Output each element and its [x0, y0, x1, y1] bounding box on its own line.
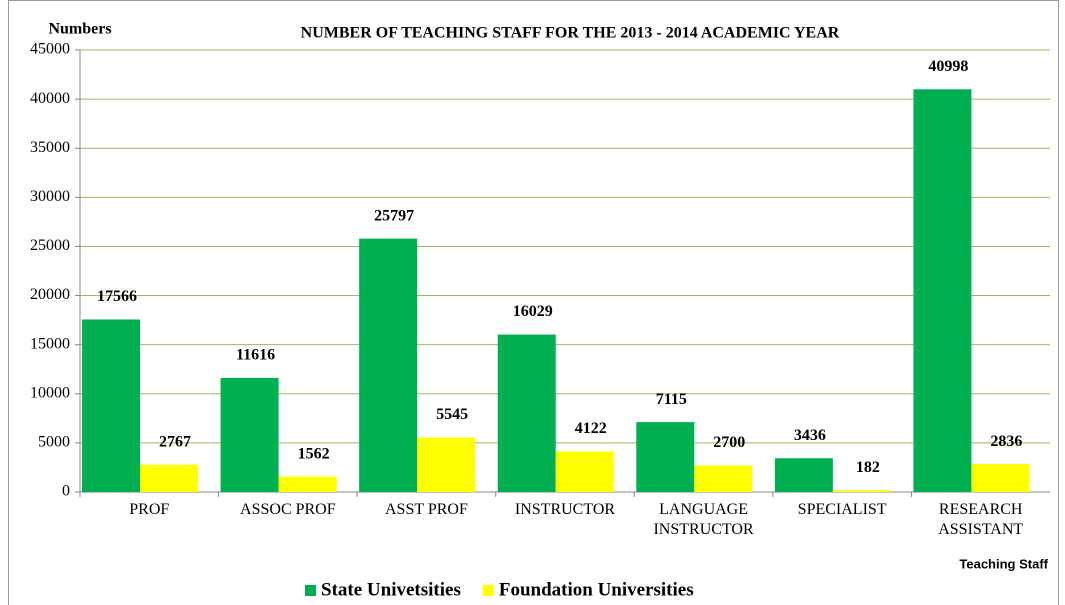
x-tick-label: ASST PROF: [384, 501, 468, 518]
legend-label: State Univetsities: [321, 579, 461, 600]
value-label: 4122: [575, 420, 607, 437]
y-tick-label: 5000: [38, 434, 70, 451]
x-tick-label: ASSOC PROF: [240, 501, 336, 518]
y-tick-label: 45000: [30, 41, 70, 58]
chart-title: NUMBER OF TEACHING STAFF FOR THE 2013 - …: [301, 25, 840, 42]
bar: [555, 451, 614, 492]
x-tick-label: INSTRUCTOR: [514, 501, 616, 518]
value-label: 2767: [159, 433, 191, 450]
legend-swatch: [482, 585, 494, 596]
value-label: 7115: [656, 391, 687, 408]
value-label: 40998: [928, 58, 968, 75]
legend-label: Foundation Universities: [499, 579, 694, 600]
x-axis-label: Teaching Staff: [959, 556, 1048, 571]
y-tick-label: 20000: [30, 286, 70, 303]
bar: [359, 238, 418, 492]
bar: [694, 465, 753, 492]
bar: [278, 476, 337, 492]
value-label: 2700: [713, 434, 745, 451]
y-tick-label: 35000: [30, 139, 70, 156]
y-axis-label: Numbers: [48, 21, 111, 38]
value-label: 1562: [298, 445, 330, 462]
bar: [417, 437, 476, 492]
x-tick-label: LANGUAGE INSTRUCTOR: [653, 501, 754, 538]
y-tick-label: 0: [62, 483, 70, 500]
value-label: 11616: [236, 347, 275, 364]
value-label: 17566: [97, 288, 137, 305]
bar: [832, 490, 891, 492]
value-label: 182: [856, 459, 880, 476]
value-label: 16029: [513, 303, 553, 320]
y-tick-label: 40000: [30, 90, 70, 107]
bar: [82, 319, 140, 492]
x-tick-label: PROF: [129, 501, 170, 518]
bar: [220, 377, 279, 492]
bar: [636, 422, 695, 492]
x-tick-label: SPECIALIST: [797, 501, 887, 518]
chart-frame: [8, 0, 1059, 605]
y-tick-label: 15000: [30, 335, 70, 352]
bar: [497, 334, 556, 492]
y-tick-label: 30000: [30, 188, 70, 205]
y-tick-label: 25000: [30, 237, 70, 254]
bar: [774, 458, 833, 492]
bar: [140, 464, 198, 492]
x-tick-label: RESEARCH ASSISTANT: [938, 501, 1024, 538]
value-label: 5545: [436, 406, 468, 423]
value-label: 25797: [374, 207, 414, 224]
value-label: 3436: [794, 427, 826, 444]
y-tick-label: 10000: [30, 384, 70, 401]
legend-swatch: [305, 585, 316, 596]
bar: [913, 89, 972, 492]
value-label: 2836: [990, 433, 1022, 450]
bar: [971, 464, 1030, 492]
